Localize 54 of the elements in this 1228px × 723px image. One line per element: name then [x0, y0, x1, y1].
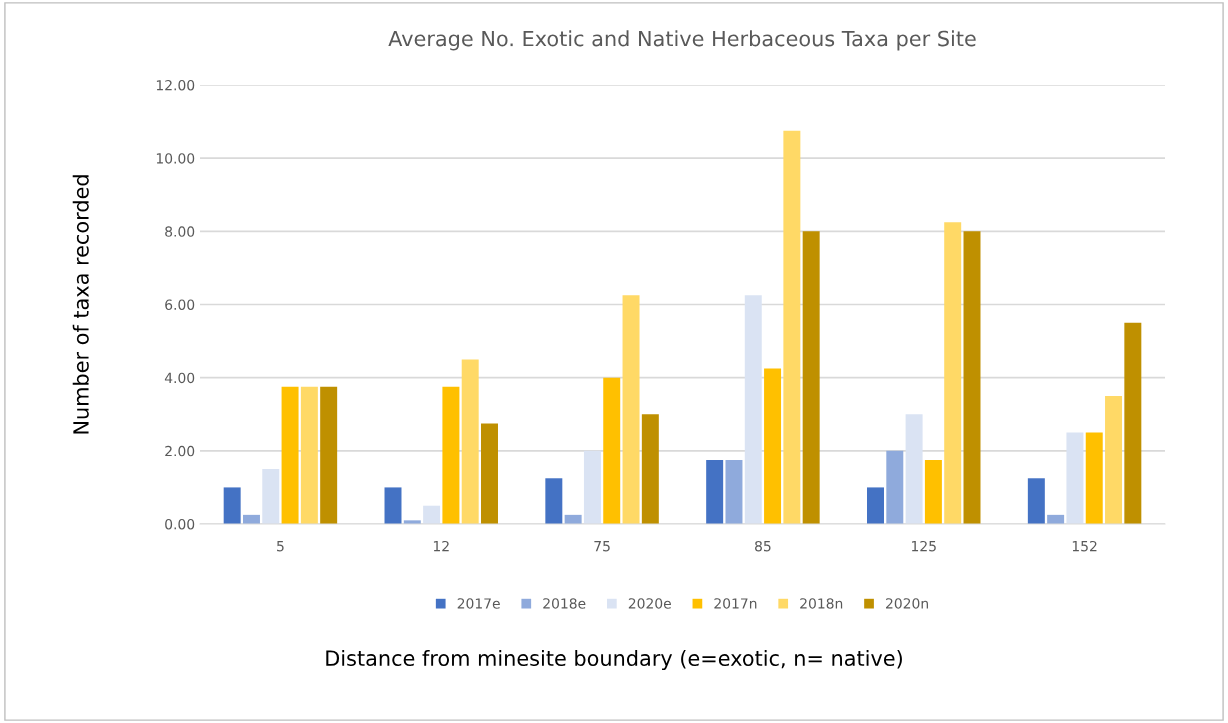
bar [481, 423, 498, 524]
x-tick-label: 75 [594, 541, 610, 552]
y-tick-label: 8.00 [165, 226, 195, 237]
bar [867, 487, 884, 524]
x-tick-label: 125 [912, 540, 936, 552]
bar [725, 459, 743, 524]
bar [944, 222, 962, 524]
bar [423, 505, 441, 524]
x-tick-label: 5 [277, 541, 284, 552]
bar [583, 450, 601, 524]
x-tick-label: 152 [1072, 540, 1097, 552]
bar [802, 231, 820, 524]
legend-label: 2020n [886, 598, 928, 609]
bar [442, 386, 460, 524]
y-tick-label: 0.00 [165, 518, 195, 530]
bar [1105, 395, 1123, 524]
y-tick-label: 2.00 [165, 445, 195, 457]
y-tick-label: 12.00 [156, 79, 195, 91]
legend-label: 2018e [543, 598, 586, 609]
x-tick-label: 12 [433, 540, 449, 552]
bar [1066, 432, 1084, 524]
bar [783, 130, 801, 524]
legend-label: 2017e [457, 598, 500, 609]
bar [300, 386, 318, 524]
bar [262, 469, 280, 524]
x-tick-label: 85 [755, 540, 771, 552]
legend-label: 2017n [714, 598, 757, 609]
bar [744, 295, 762, 524]
y-axis-title: Number of taxa recorded [72, 175, 89, 434]
x-axis-title: Distance from minesite boundary (e=exotic, n= native) [326, 649, 902, 671]
bar [1027, 478, 1045, 524]
legend-label: 2020e [628, 598, 671, 609]
bar [622, 295, 640, 524]
bar [384, 487, 402, 524]
y-tick-label: 6.00 [165, 299, 195, 310]
bar [603, 377, 621, 524]
bar [281, 386, 299, 524]
bar [545, 478, 563, 524]
bar [706, 459, 724, 524]
bar [641, 414, 659, 524]
chart-title: Average No. Exotic and Native Herbaceous Taxa per Site [388, 30, 976, 51]
bar [320, 386, 338, 524]
bar [924, 459, 942, 524]
bar [764, 368, 782, 524]
bar [886, 450, 904, 524]
bar [461, 359, 479, 524]
y-tick-label: 4.00 [164, 372, 195, 384]
y-tick-label: 10.00 [156, 153, 195, 164]
bar [1085, 432, 1103, 524]
bar [963, 231, 981, 524]
legend-label: 2018n [800, 598, 843, 609]
bar [1124, 322, 1142, 524]
bar [905, 414, 923, 524]
bar [223, 487, 241, 524]
